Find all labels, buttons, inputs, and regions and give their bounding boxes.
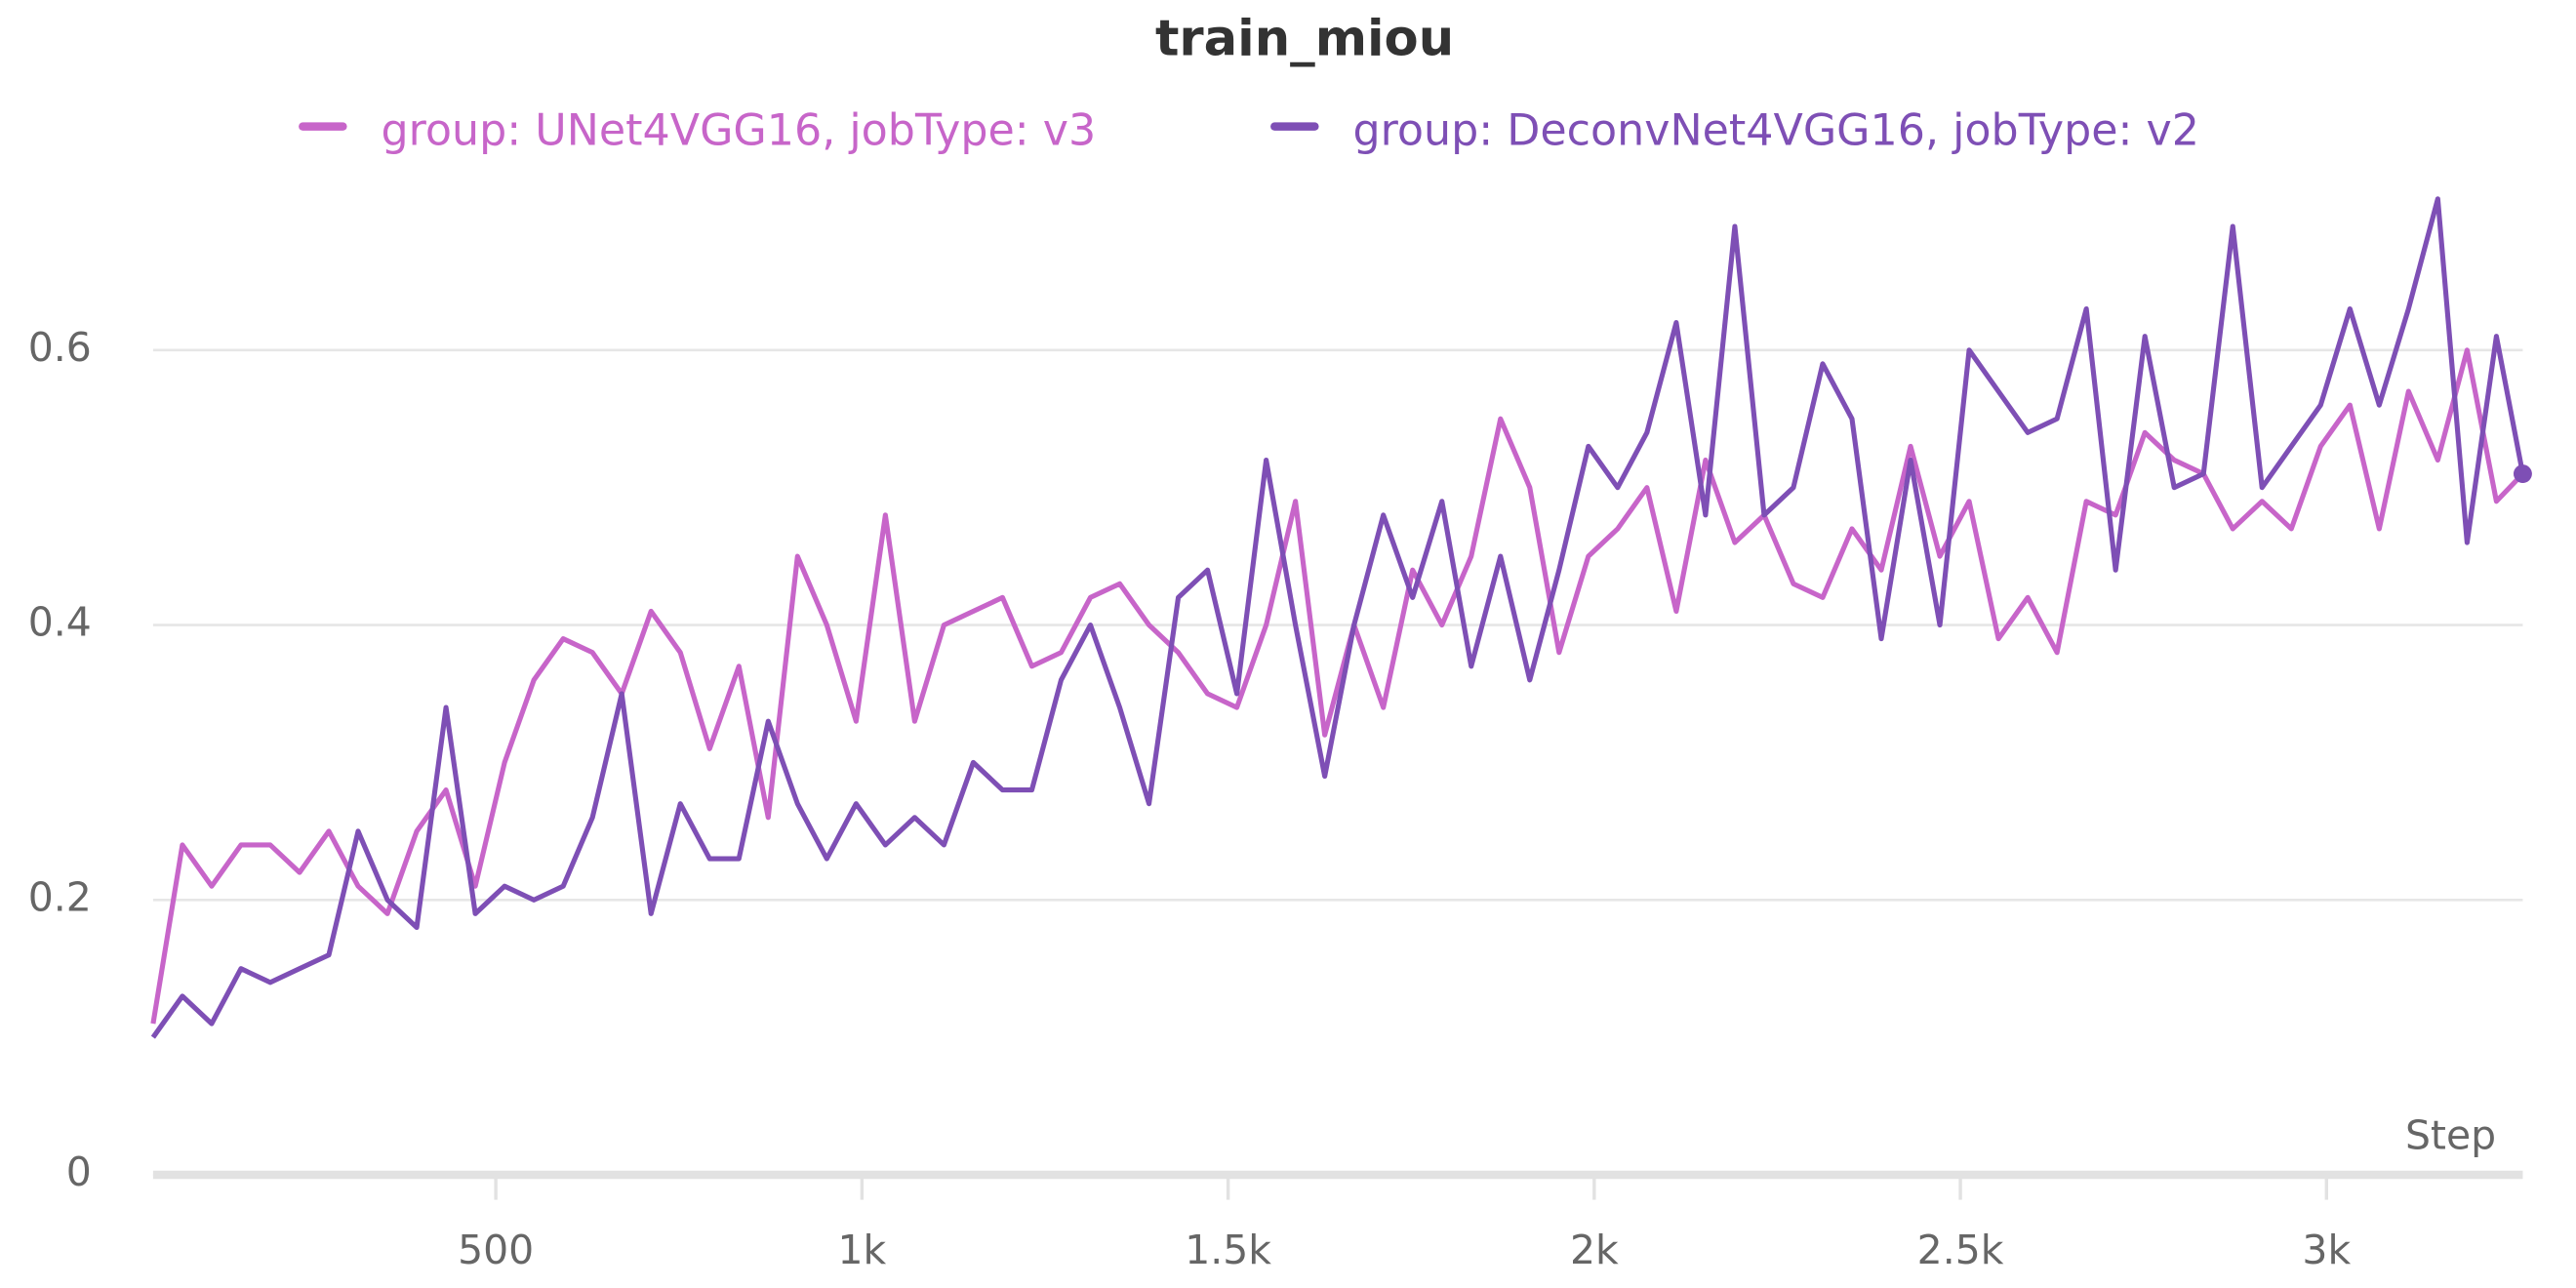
end-point: [2514, 464, 2532, 483]
x-tick-label: 500: [458, 1227, 534, 1273]
x-axis-label: Step: [2405, 1112, 2496, 1159]
legend-label: group: DeconvNet4VGG16, jobType: v2: [1353, 105, 2199, 155]
x-tick-label: 3k: [2302, 1227, 2351, 1273]
x-tick-label: 2k: [1570, 1227, 1619, 1273]
y-tick-label: 0: [66, 1148, 92, 1195]
y-tick-label: 0.2: [28, 873, 92, 920]
legend-label: group: UNet4VGG16, jobType: v3: [382, 105, 1097, 155]
x-tick-label: 1k: [837, 1227, 886, 1273]
series-line: [150, 196, 2525, 1039]
y-tick-label: 0.4: [28, 599, 92, 646]
chart-title: train_miou: [1155, 11, 1454, 68]
x-tick-label: 2.5k: [1917, 1227, 2004, 1273]
x-tick-label: 1.5k: [1185, 1227, 1271, 1273]
y-tick-label: 0.6: [28, 324, 92, 371]
series-line: [150, 347, 2525, 1025]
